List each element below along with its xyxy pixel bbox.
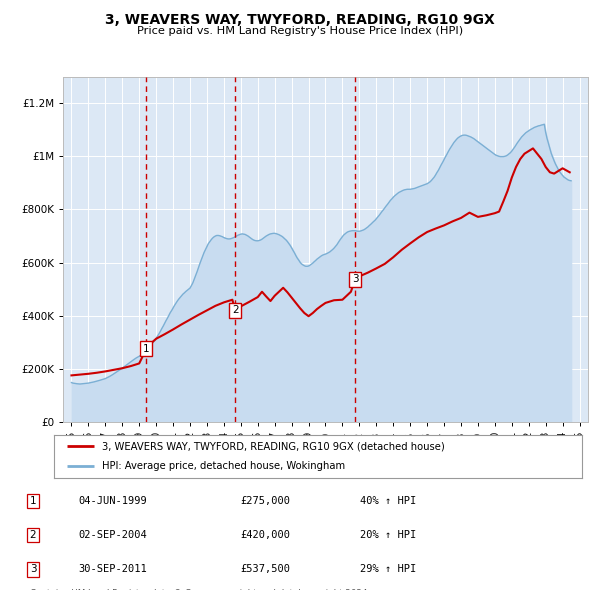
Text: 1: 1: [29, 496, 37, 506]
Text: £275,000: £275,000: [240, 496, 290, 506]
Text: 04-JUN-1999: 04-JUN-1999: [78, 496, 147, 506]
Text: £537,500: £537,500: [240, 565, 290, 574]
Text: 3: 3: [29, 565, 37, 574]
Text: 29% ↑ HPI: 29% ↑ HPI: [360, 565, 416, 574]
Text: 3: 3: [352, 274, 358, 284]
Text: 30-SEP-2011: 30-SEP-2011: [78, 565, 147, 574]
Text: 2: 2: [232, 306, 239, 315]
Text: 1: 1: [143, 344, 149, 354]
Text: 3, WEAVERS WAY, TWYFORD, READING, RG10 9GX (detached house): 3, WEAVERS WAY, TWYFORD, READING, RG10 9…: [101, 441, 444, 451]
Text: 3, WEAVERS WAY, TWYFORD, READING, RG10 9GX: 3, WEAVERS WAY, TWYFORD, READING, RG10 9…: [105, 13, 495, 27]
Text: Price paid vs. HM Land Registry's House Price Index (HPI): Price paid vs. HM Land Registry's House …: [137, 26, 463, 36]
Text: £420,000: £420,000: [240, 530, 290, 540]
Text: 40% ↑ HPI: 40% ↑ HPI: [360, 496, 416, 506]
Text: HPI: Average price, detached house, Wokingham: HPI: Average price, detached house, Woki…: [101, 461, 344, 471]
Text: 2: 2: [29, 530, 37, 540]
Text: 02-SEP-2004: 02-SEP-2004: [78, 530, 147, 540]
Text: 20% ↑ HPI: 20% ↑ HPI: [360, 530, 416, 540]
Text: Contains HM Land Registry data © Crown copyright and database right 2024.: Contains HM Land Registry data © Crown c…: [30, 589, 370, 590]
